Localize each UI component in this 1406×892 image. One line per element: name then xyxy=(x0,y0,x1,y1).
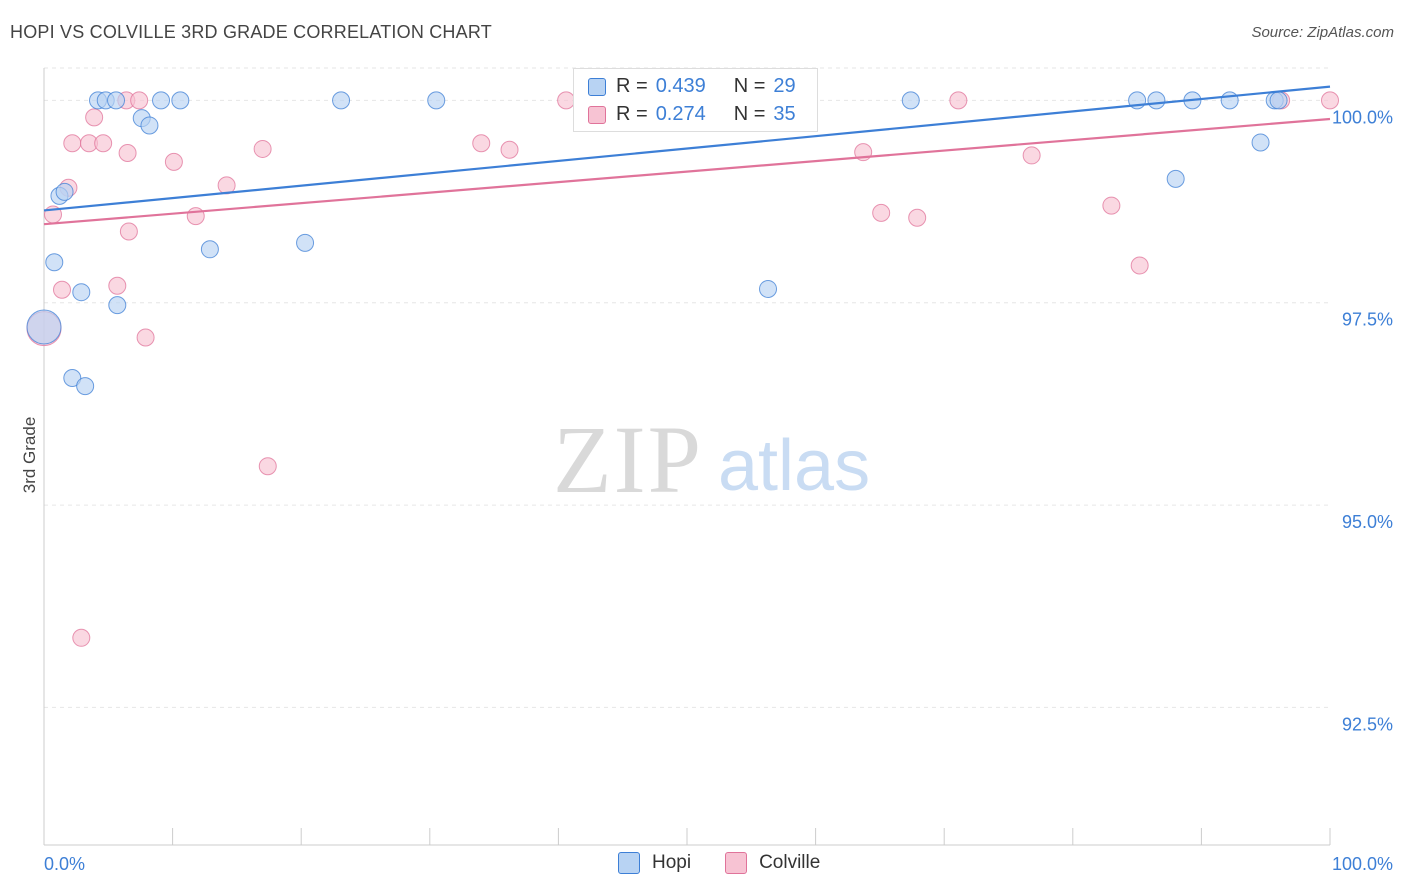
hopi-point xyxy=(140,116,159,135)
y-tick-label: 92.5% xyxy=(1342,714,1393,734)
chart-source: Source: ZipAtlas.com xyxy=(1251,24,1394,41)
colville-swatch xyxy=(588,105,606,124)
trend-lines xyxy=(43,85,1331,226)
hopi-point xyxy=(108,296,127,315)
colville-point xyxy=(1102,196,1121,215)
hopi-r-label: R = xyxy=(616,75,648,97)
x-tick-labels: 0.0% 100.0% xyxy=(44,854,1393,874)
x-tick-label-max: 100.0% xyxy=(1332,854,1393,874)
hopi-point xyxy=(26,309,62,345)
hopi-n-value: 29 xyxy=(773,75,796,97)
colville-point xyxy=(1022,146,1041,165)
colville-point xyxy=(118,143,137,162)
colville-point xyxy=(186,207,205,226)
colville-point xyxy=(949,91,968,110)
legend-hopi-swatch xyxy=(618,852,640,874)
colville-point xyxy=(94,134,113,153)
hopi-point xyxy=(1166,169,1185,188)
series-legend: Hopi Colville xyxy=(618,852,820,874)
hopi-n-label: N = xyxy=(733,75,766,97)
colville-point xyxy=(85,108,104,127)
stats-row-colville: R = 0.274 N = 35 xyxy=(588,103,796,126)
hopi-point xyxy=(72,283,91,302)
colville-r-label: R = xyxy=(616,103,648,125)
y-tick-label: 95.0% xyxy=(1342,512,1393,532)
colville-point xyxy=(53,280,72,299)
hopi-point xyxy=(200,240,219,259)
colville-points xyxy=(26,91,1339,647)
legend-colville-swatch xyxy=(725,852,748,874)
hopi-point xyxy=(76,377,95,396)
watermark-atlas: atlas xyxy=(718,426,870,506)
grid-lines xyxy=(44,67,1330,708)
stats-row-hopi: R = 0.439 N = 29 xyxy=(588,75,796,98)
hopi-point xyxy=(63,368,82,387)
colville-n-label: N = xyxy=(733,103,766,125)
watermark: ZIP atlas xyxy=(553,406,870,513)
hopi-point xyxy=(1147,91,1166,110)
colville-point xyxy=(63,134,82,153)
hopi-point xyxy=(901,91,920,110)
y-axis-label: 3rd Grade xyxy=(20,417,39,494)
colville-point xyxy=(872,203,891,222)
hopi-point xyxy=(171,91,190,110)
colville-point xyxy=(136,328,155,347)
hopi-point xyxy=(427,91,446,110)
colville-n-value: 35 xyxy=(773,103,796,125)
hopi-point xyxy=(1251,133,1270,152)
colville-r-value: 0.274 xyxy=(655,103,706,125)
hopi-point xyxy=(107,91,126,110)
hopi-point xyxy=(296,233,315,252)
colville-point xyxy=(108,276,127,295)
hopi-point xyxy=(55,182,74,201)
colville-trend-line xyxy=(43,117,1331,226)
colville-point xyxy=(72,628,91,647)
stats-legend: R = 0.439 N = 29 R = 0.274 N = 35 xyxy=(573,68,818,132)
hopi-point xyxy=(759,279,778,298)
colville-point xyxy=(130,91,149,110)
hopi-point xyxy=(152,91,171,110)
hopi-point xyxy=(1220,91,1239,110)
colville-point xyxy=(472,134,491,153)
legend-colville-label: Colville xyxy=(759,852,821,873)
colville-point xyxy=(258,457,277,476)
watermark-zip: ZIP xyxy=(553,406,703,513)
hopi-r-value: 0.439 xyxy=(655,75,706,97)
colville-point xyxy=(253,139,272,158)
chart-title: HOPI VS COLVILLE 3RD GRADE CORRELATION C… xyxy=(10,22,492,42)
colville-point xyxy=(908,208,927,227)
hopi-points xyxy=(26,91,1288,396)
colville-point xyxy=(164,152,183,171)
colville-point xyxy=(1321,91,1339,110)
hopi-trend-line xyxy=(43,85,1331,212)
hopi-point xyxy=(1269,91,1288,110)
axes xyxy=(43,68,1331,846)
y-tick-labels: 92.5% 95.0% 97.5% 100.0% xyxy=(1332,107,1393,734)
colville-point xyxy=(500,140,519,159)
y-tick-label: 97.5% xyxy=(1342,310,1393,330)
legend-hopi-label: Hopi xyxy=(652,852,692,873)
hopi-swatch xyxy=(588,77,606,96)
hopi-point xyxy=(332,91,351,110)
y-tick-label: 100.0% xyxy=(1332,107,1393,127)
hopi-point xyxy=(45,253,64,272)
x-tick-label-min: 0.0% xyxy=(44,854,85,874)
colville-point xyxy=(119,222,138,241)
colville-point xyxy=(1130,256,1149,275)
